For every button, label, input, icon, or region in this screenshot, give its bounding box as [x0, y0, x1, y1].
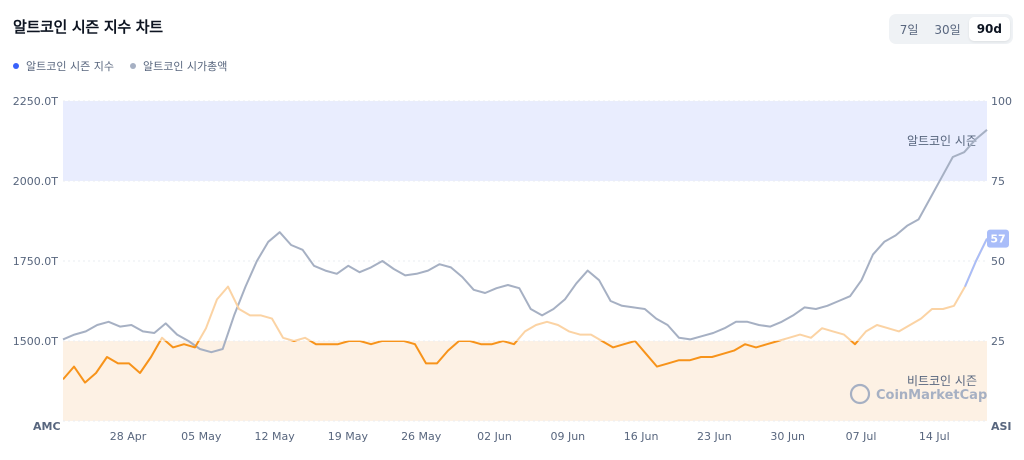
bitcoin-season-label: 비트코인 시즌 [907, 374, 977, 388]
right-axis-tick: 25 [991, 335, 1005, 348]
right-axis-tick: 100 [991, 95, 1012, 108]
current-value-badge-text: 57 [990, 233, 1005, 246]
time-range-selector: 7일 30일 90d [888, 14, 1013, 44]
coinmarketcap-logo-icon [849, 383, 871, 405]
legend-label-asi: 알트코인 시즌 지수 [26, 60, 114, 73]
x-axis-tick: 30 Jun [770, 430, 805, 443]
range-tab-7d[interactable]: 7일 [899, 22, 919, 37]
series-line-altcoin-market-cap [62, 129, 988, 354]
left-axis-tick: 2000.0T [13, 175, 58, 188]
altcoin-season-band [63, 101, 987, 181]
x-axis-tick: 02 Jun [477, 430, 512, 443]
legend-item-amc[interactable]: 알트코인 시가총액 [129, 58, 228, 74]
left-axis-tick: 2250.0T [13, 95, 58, 108]
axis-ticks: 1500.0T 1750.0T 2000.0T 2250.0T 25 50 75 100 AMC… [13, 95, 1012, 443]
series-line-asi-upper [159, 238, 987, 341]
legend-dot-asi [13, 63, 19, 69]
x-axis-tick: 05 May [181, 430, 222, 443]
x-axis-tick: 26 May [401, 430, 442, 443]
current-value-badge: 57 [987, 229, 1009, 248]
right-axis-label: ASI [991, 420, 1012, 433]
series-layer [62, 129, 988, 384]
x-axis-tick: 14 Jul [919, 430, 950, 443]
watermark-text: CoinMarketCap [876, 388, 987, 403]
range-tab-30d[interactable]: 30일 [934, 22, 961, 37]
series-line-asi-tail [964, 238, 988, 287]
x-axis-tick: 09 Jun [550, 430, 585, 443]
left-axis-label: AMC [33, 420, 61, 433]
x-axis-tick: 12 May [254, 430, 295, 443]
x-axis-tick: 16 Jun [624, 430, 659, 443]
grid-lines [63, 100, 987, 422]
x-axis-tick: 28 Apr [110, 430, 147, 443]
range-tab-90d[interactable]: 90d [968, 17, 1010, 41]
chart-legend: 알트코인 시즌 지수 알트코인 시가총액 [13, 58, 227, 74]
left-axis-tick: 1750.0T [13, 255, 58, 268]
legend-dot-amc [129, 63, 136, 69]
right-axis-tick: 50 [991, 255, 1005, 268]
x-axis-tick: 07 Jul [846, 430, 877, 443]
left-axis-tick: 1500.0T [13, 335, 58, 348]
right-axis-tick: 75 [991, 175, 1005, 188]
bitcoin-season-band [63, 341, 987, 421]
altcoin-season-label: 알트코인 시즌 [907, 134, 977, 148]
legend-item-asi[interactable]: 알트코인 시즌 지수 [13, 58, 114, 74]
current-value-badge-bg [987, 229, 1009, 248]
x-axis-tick: 23 Jun [697, 430, 732, 443]
legend-label-amc: 알트코인 시가총액 [142, 60, 228, 73]
coinmarketcap-watermark: CoinMarketCap [849, 383, 987, 405]
x-axis-tick: 19 May [328, 430, 369, 443]
chart-title: 알트코인 시즌 지수 차트 [13, 18, 163, 36]
